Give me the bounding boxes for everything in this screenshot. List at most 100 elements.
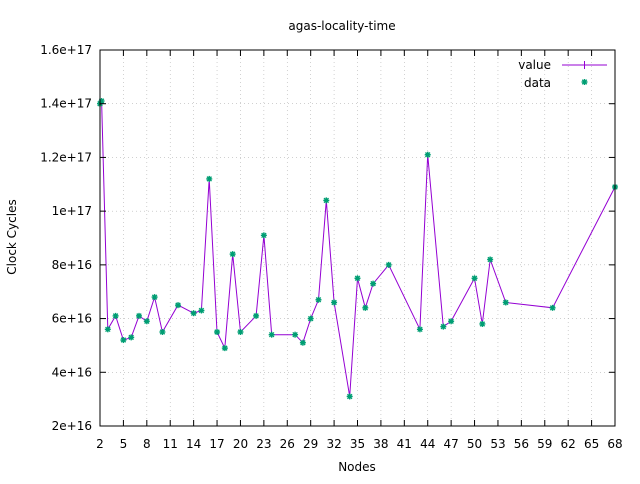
marker-core [191,311,196,316]
x-tick-label: 17 [209,437,224,451]
marker-core [176,303,180,307]
x-tick-label: 32 [326,437,341,451]
marker-core [106,327,110,332]
x-tick-label: 20 [233,437,248,451]
x-tick-label: 53 [490,437,505,451]
x-tick-label: 8 [143,437,151,451]
data-point [471,275,478,282]
marker-core [332,300,336,305]
marker-core [207,177,212,181]
x-tick-label: 26 [280,437,295,451]
data-point [143,318,150,325]
data-point [448,318,455,325]
marker-core [215,330,219,334]
x-axis-label: Nodes [338,460,376,474]
marker-core [145,319,149,324]
x-tick-label: 56 [514,437,529,451]
data-point [190,310,197,317]
marker-core [503,300,508,305]
data-point [549,304,556,311]
x-tick-label: 62 [561,437,576,451]
data-point [440,323,447,330]
marker-core [363,306,368,310]
data-point [323,197,330,204]
marker-core [223,346,227,350]
data-point [112,312,119,319]
marker-core [472,276,477,281]
x-tick-label: 44 [420,437,435,451]
data-point [370,280,377,287]
data-point [198,307,205,314]
y-tick-label: 6e+16 [52,312,92,326]
y-tick-label: 1.6e+17 [40,43,92,57]
data-point [98,98,105,105]
marker-core [308,316,313,321]
marker-core [99,99,104,103]
grid [100,50,615,426]
data-point [385,261,392,268]
marker-core [301,340,305,345]
marker-core [425,152,430,157]
ticks: 2e+16 4e+16 6e+16 8e+16 1e+17 1.2e+17 1.4e+17 1… [40,43,622,451]
data-point [416,326,423,333]
marker-core [324,198,329,203]
marker-core [386,263,391,267]
data-point [331,299,338,306]
x-tick-label: 65 [584,437,599,451]
y-tick-label: 1.4e+17 [40,97,92,111]
marker-core [488,257,492,262]
marker-core [480,322,485,326]
data-point [315,296,322,303]
data-point [253,312,260,319]
y-tick-label: 4e+16 [52,365,92,379]
marker-core [582,80,587,84]
marker-core [441,324,446,329]
x-tick-label: 29 [303,437,318,451]
legend-label-value: value [518,58,551,72]
marker-core [113,314,118,318]
marker-core [418,327,422,332]
x-tick-label: 59 [537,437,552,451]
data-point [260,232,267,239]
data-point [175,302,182,309]
y-tick-label: 1.2e+17 [40,150,92,164]
y-axis-label: Clock Cycles [5,199,19,274]
data-point [307,315,314,322]
legend-label-data: data [524,76,551,90]
marker-core [347,394,352,399]
legend-marker-swatch [581,79,588,85]
x-tick-label: 11 [163,437,178,451]
data-point [502,299,509,306]
x-tick-label: 41 [397,437,412,451]
data-point [214,329,221,335]
marker-core [160,330,165,334]
x-tick-label: 38 [373,437,388,451]
marker-core [371,281,375,286]
marker-core [152,295,157,299]
series-line-value [99,99,616,397]
data-point [299,339,306,346]
marker-core [262,233,266,238]
marker-core [254,314,258,318]
legend: value data [518,58,607,90]
y-tick-label: 2e+16 [52,419,92,433]
x-tick-label: 14 [186,437,201,451]
x-tick-label: 2 [96,437,104,451]
data-point [424,151,431,158]
data-point [104,326,111,333]
series-layer [97,98,618,400]
chart-title: agas-locality-time [288,19,395,33]
x-tick-label: 5 [120,437,128,451]
x-tick-label: 47 [443,437,458,451]
marker-core [121,338,126,342]
data-point [487,256,494,263]
data-point [120,337,127,344]
data-point [206,175,213,182]
data-point [268,331,275,338]
marker-core [129,335,134,340]
data-point [229,251,236,258]
marker-core [230,252,235,256]
data-point [346,393,353,400]
